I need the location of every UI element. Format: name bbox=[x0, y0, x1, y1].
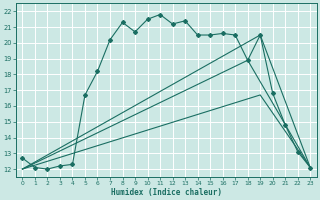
X-axis label: Humidex (Indice chaleur): Humidex (Indice chaleur) bbox=[111, 188, 222, 197]
